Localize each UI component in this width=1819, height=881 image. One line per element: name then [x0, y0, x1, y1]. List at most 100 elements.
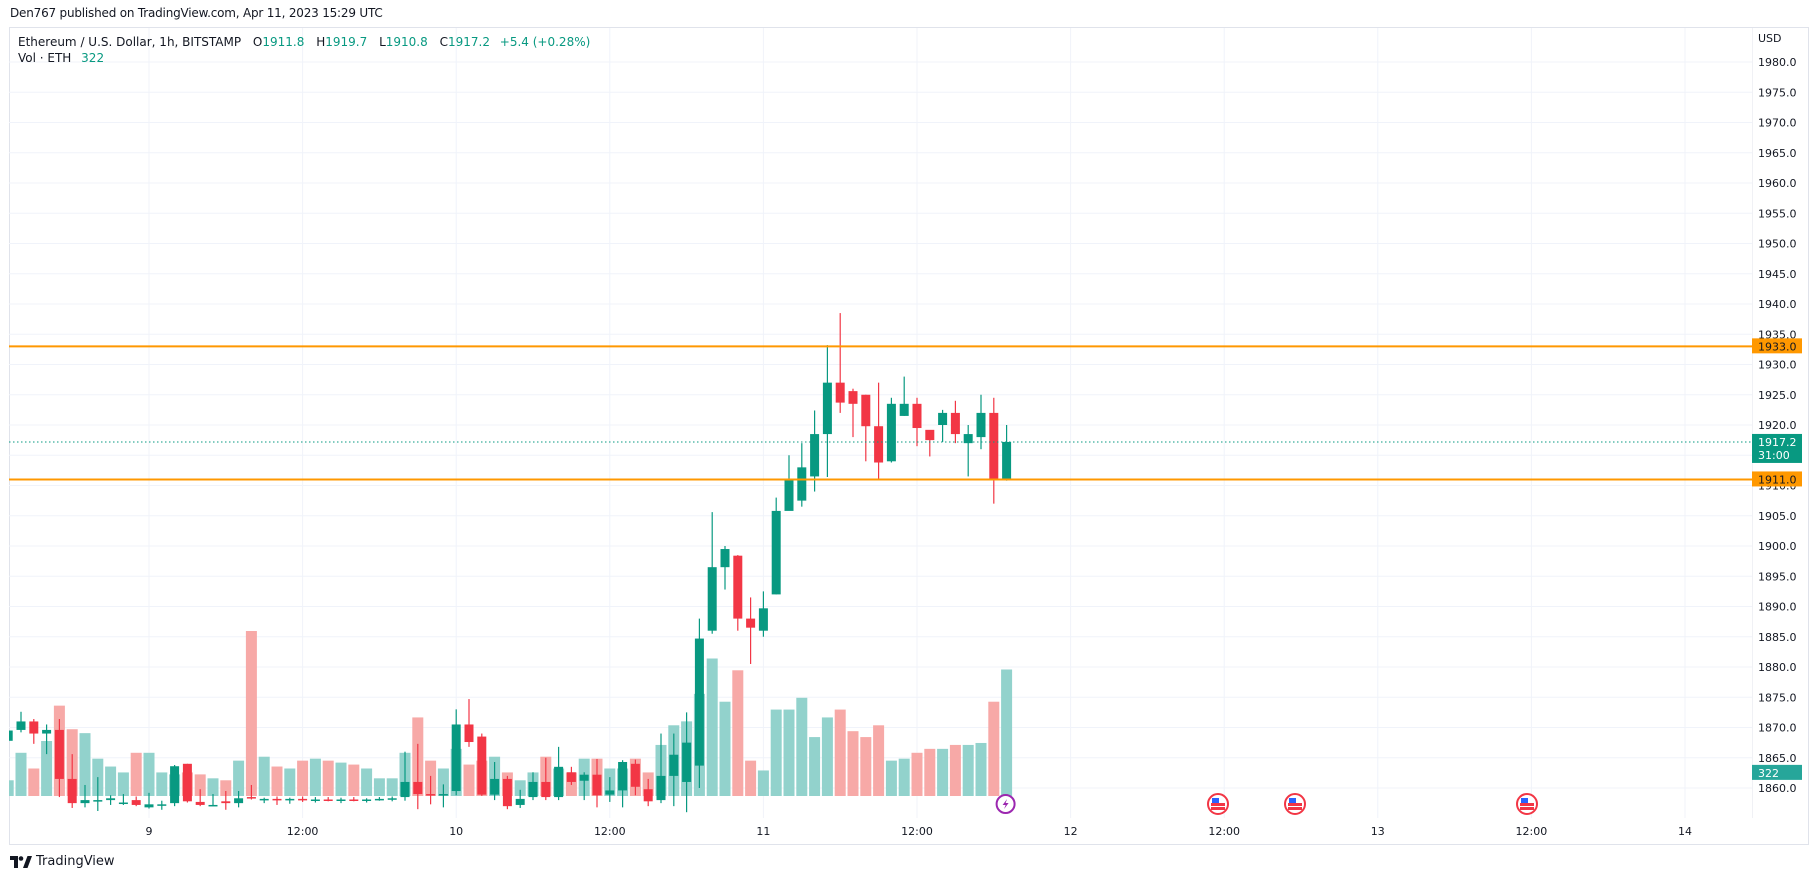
- candle: [451, 709, 461, 796]
- volume-bar: [988, 701, 1000, 796]
- candle: [285, 797, 295, 804]
- volume-bar: [706, 658, 718, 796]
- candle: [541, 757, 551, 801]
- candle: [694, 618, 704, 788]
- candle: [438, 784, 448, 808]
- candle: [221, 791, 231, 810]
- time-tick: 12:00: [594, 825, 626, 838]
- candle: [912, 397, 922, 447]
- price-scale[interactable]: USD 1980.0 1975.0 1970.0 1965.0 1960.0 1955.0 1…: [1751, 28, 1808, 818]
- volume-bar: [757, 770, 769, 796]
- candle: [157, 800, 167, 810]
- candle: [144, 792, 154, 809]
- volume-bar: [783, 709, 795, 796]
- candle: [234, 791, 244, 808]
- volume-bar: [975, 742, 987, 796]
- level-label-1933: 1933.0: [1752, 338, 1802, 354]
- candle: [707, 512, 717, 634]
- candle: [182, 763, 192, 803]
- candle: [925, 429, 935, 457]
- candle: [899, 376, 909, 416]
- volume-bar: [1001, 669, 1013, 796]
- chart-plot-area[interactable]: [9, 28, 1752, 818]
- volume-bar: [732, 670, 744, 796]
- candle: [861, 394, 871, 462]
- candle: [208, 794, 218, 807]
- candle: [618, 760, 628, 808]
- candle: [810, 410, 820, 492]
- candle: [746, 597, 756, 664]
- volume-bar: [130, 752, 142, 796]
- volume-bar: [361, 768, 373, 796]
- volume-bar: [156, 772, 168, 796]
- volume-bar: [860, 737, 872, 796]
- symbol-title[interactable]: Ethereum / U.S. Dollar, 1h, BITSTAMP: [18, 35, 242, 49]
- candle: [874, 382, 884, 480]
- volume-bar: [770, 709, 782, 796]
- volume-bar: [949, 744, 961, 796]
- price-tick: 1970.0: [1758, 117, 1797, 130]
- us-economic-event-flag-icon: [1516, 793, 1538, 815]
- volume-bar: [207, 778, 219, 796]
- tradingview-logo[interactable]: TradingView: [10, 854, 115, 869]
- close-label: C: [439, 35, 448, 49]
- open-value: 1911.8: [262, 35, 305, 49]
- svg-text:1911.0: 1911.0: [1758, 473, 1797, 486]
- candle: [118, 794, 128, 805]
- volume-bar: [348, 764, 360, 796]
- low-label: L: [379, 35, 386, 49]
- open-label: O: [252, 35, 263, 49]
- volume-bar: [924, 748, 936, 796]
- volume-bar: [105, 766, 117, 796]
- high-label: H: [316, 35, 326, 49]
- volume-value-label: 322: [1752, 764, 1802, 780]
- candle: [976, 394, 986, 450]
- candle: [131, 796, 141, 807]
- level-label-1911: 1911.0: [1752, 471, 1802, 487]
- candle: [170, 765, 180, 807]
- volume-indicator-label[interactable]: Vol · ETH: [18, 51, 72, 65]
- volume-bar: [271, 766, 283, 796]
- price-tick: 1920.0: [1758, 419, 1797, 432]
- price-tick: 1925.0: [1758, 389, 1797, 402]
- price-axis[interactable]: USD 1980.0 1975.0 1970.0 1965.0 1960.0 1955.0 1…: [1751, 28, 1808, 818]
- candle: [682, 712, 692, 813]
- price-tick: 1960.0: [1758, 177, 1797, 190]
- chart-legend: Ethereum / U.S. Dollar, 1h, BITSTAMP O19…: [18, 34, 590, 66]
- time-tick: 14: [1678, 825, 1692, 838]
- time-tick: 13: [1371, 825, 1385, 838]
- currency-label: USD: [1758, 32, 1782, 45]
- price-tick: 1975.0: [1758, 86, 1797, 99]
- volume-bar: [309, 758, 321, 796]
- volume-bar: [911, 752, 923, 796]
- close-value: 1917.2: [447, 35, 490, 49]
- volume-bars: [9, 631, 1013, 796]
- volume-bar: [514, 780, 526, 796]
- candlestick-chart[interactable]: [9, 28, 1752, 818]
- volume-bar: [386, 778, 398, 796]
- time-axis[interactable]: 9 12:00 10 12:00 11 12:00 12 12:00 13 12:00 14: [9, 818, 1752, 844]
- legend-row-volume: Vol · ETH 322: [18, 50, 590, 66]
- candle: [554, 746, 564, 801]
- candle: [848, 388, 858, 438]
- price-tick: 1900.0: [1758, 540, 1797, 553]
- candle: [963, 425, 973, 477]
- volume-bar: [194, 774, 206, 796]
- volume-bar: [258, 756, 270, 796]
- tradingview-logo-icon: [10, 855, 32, 868]
- candle: [16, 711, 26, 733]
- candle: [630, 759, 640, 796]
- us-economic-event-flag-icon: [1284, 793, 1306, 815]
- dividend-lightning-icon: [995, 794, 1016, 814]
- price-tick: 1865.0: [1758, 752, 1797, 765]
- volume-bar: [15, 752, 27, 796]
- price-tick: 1895.0: [1758, 570, 1797, 583]
- time-scale[interactable]: 9 12:00 10 12:00 11 12:00 12 12:00 13 12:00 14: [9, 818, 1752, 844]
- candle: [362, 798, 372, 803]
- high-value: 1919.7: [325, 35, 368, 49]
- publish-info: Den767 published on TradingView.com, Apr…: [10, 6, 383, 20]
- candle: [246, 784, 256, 800]
- candle: [886, 397, 896, 463]
- candle: [426, 775, 436, 805]
- volume-bar: [796, 697, 808, 796]
